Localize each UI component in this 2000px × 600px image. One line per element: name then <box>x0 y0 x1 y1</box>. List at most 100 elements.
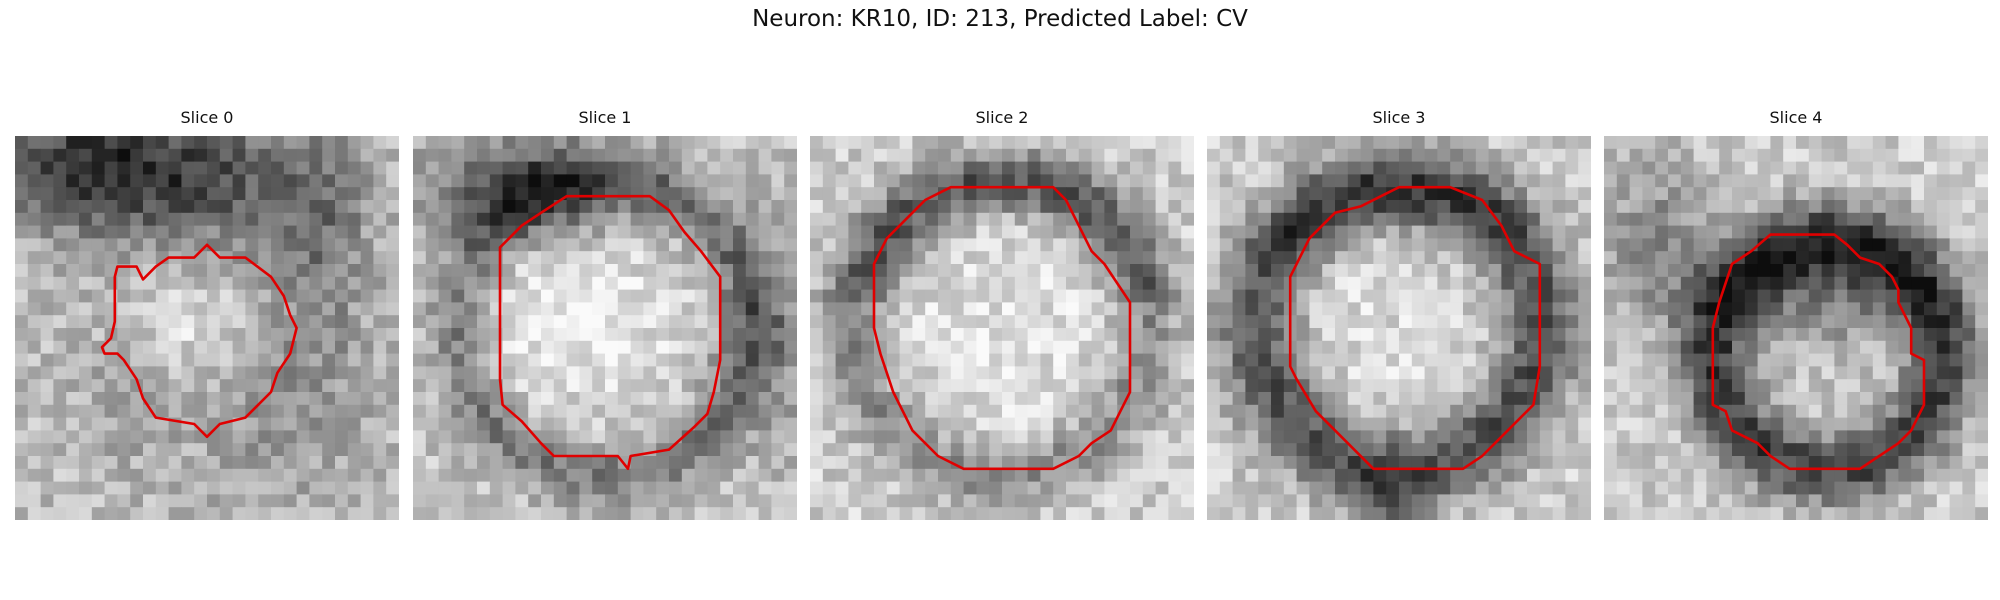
image-pixel <box>745 251 759 265</box>
image-pixel <box>1552 468 1566 482</box>
image-pixel <box>143 340 157 354</box>
image-pixel <box>528 379 542 393</box>
image-pixel <box>1936 417 1950 431</box>
image-pixel <box>1565 264 1579 278</box>
image-pixel <box>861 136 875 150</box>
image-pixel <box>1565 148 1579 162</box>
image-pixel <box>617 264 631 278</box>
image-pixel <box>528 251 542 265</box>
image-pixel <box>1066 264 1080 278</box>
image-pixel <box>617 315 631 329</box>
image-pixel <box>413 276 427 290</box>
image-pixel <box>1181 507 1194 520</box>
image-pixel <box>515 302 529 316</box>
image-pixel <box>643 238 657 252</box>
image-pixel <box>1463 468 1477 482</box>
image-pixel <box>1860 148 1874 162</box>
image-pixel <box>1821 481 1835 495</box>
image-pixel <box>117 225 131 239</box>
image-pixel <box>1463 417 1477 431</box>
image-pixel <box>1808 136 1822 150</box>
image-pixel <box>886 417 900 431</box>
image-pixel <box>194 315 208 329</box>
image-pixel <box>669 340 683 354</box>
image-pixel <box>1283 494 1297 508</box>
image-pixel <box>502 302 516 316</box>
image-pixel <box>1066 392 1080 406</box>
image-pixel <box>1411 468 1425 482</box>
image-pixel <box>1565 251 1579 265</box>
image-pixel <box>1629 200 1643 214</box>
image-pixel <box>1309 494 1323 508</box>
image-pixel <box>861 456 875 470</box>
image-pixel <box>886 507 900 520</box>
image-pixel <box>1142 404 1156 418</box>
image-pixel <box>938 136 952 150</box>
image-pixel <box>1232 264 1246 278</box>
image-pixel <box>720 353 734 367</box>
image-pixel <box>1207 353 1221 367</box>
image-pixel <box>1271 430 1285 444</box>
image-pixel <box>15 200 29 214</box>
image-pixel <box>1757 276 1771 290</box>
image-pixel <box>1770 417 1784 431</box>
image-pixel <box>733 494 747 508</box>
image-pixel <box>168 212 182 226</box>
image-pixel <box>1565 417 1579 431</box>
image-pixel <box>296 302 310 316</box>
image-pixel <box>1335 289 1349 303</box>
image-pixel <box>1706 481 1720 495</box>
image-pixel <box>40 212 54 226</box>
image-pixel <box>656 289 670 303</box>
image-pixel <box>477 174 491 188</box>
image-pixel <box>1309 289 1323 303</box>
image-pixel <box>1271 212 1285 226</box>
image-pixel <box>335 366 349 380</box>
image-pixel <box>912 187 926 201</box>
image-pixel <box>925 251 939 265</box>
image-pixel <box>1232 225 1246 239</box>
image-pixel <box>630 302 644 316</box>
image-pixel <box>1258 289 1272 303</box>
image-pixel <box>656 238 670 252</box>
image-pixel <box>1616 481 1630 495</box>
image-pixel <box>15 507 29 520</box>
image-pixel <box>1117 238 1131 252</box>
image-pixel <box>1155 468 1169 482</box>
image-pixel <box>1821 443 1835 457</box>
image-pixel <box>1475 340 1489 354</box>
image-pixel <box>617 430 631 444</box>
image-pixel <box>1924 456 1938 470</box>
image-pixel <box>605 379 619 393</box>
image-pixel <box>912 161 926 175</box>
image-pixel <box>541 417 555 431</box>
image-pixel <box>1335 148 1349 162</box>
image-pixel <box>669 136 683 150</box>
image-pixel <box>438 507 452 520</box>
image-pixel <box>1719 340 1733 354</box>
image-pixel <box>1258 404 1272 418</box>
image-pixel <box>219 136 233 150</box>
image-pixel <box>1463 225 1477 239</box>
image-pixel <box>15 187 29 201</box>
image-pixel <box>168 328 182 342</box>
image-pixel <box>438 456 452 470</box>
image-pixel <box>425 187 439 201</box>
image-pixel <box>1680 212 1694 226</box>
image-pixel <box>835 276 849 290</box>
image-pixel <box>989 302 1003 316</box>
image-pixel <box>681 212 695 226</box>
image-pixel <box>232 161 246 175</box>
image-pixel <box>1040 174 1054 188</box>
image-pixel <box>1911 481 1925 495</box>
image-pixel <box>707 404 721 418</box>
image-pixel <box>835 379 849 393</box>
image-pixel <box>1450 353 1464 367</box>
image-pixel <box>976 353 990 367</box>
image-pixel <box>1155 302 1169 316</box>
image-pixel <box>502 468 516 482</box>
image-pixel <box>1373 430 1387 444</box>
image-pixel <box>40 340 54 354</box>
image-pixel <box>489 468 503 482</box>
image-pixel <box>1604 200 1618 214</box>
